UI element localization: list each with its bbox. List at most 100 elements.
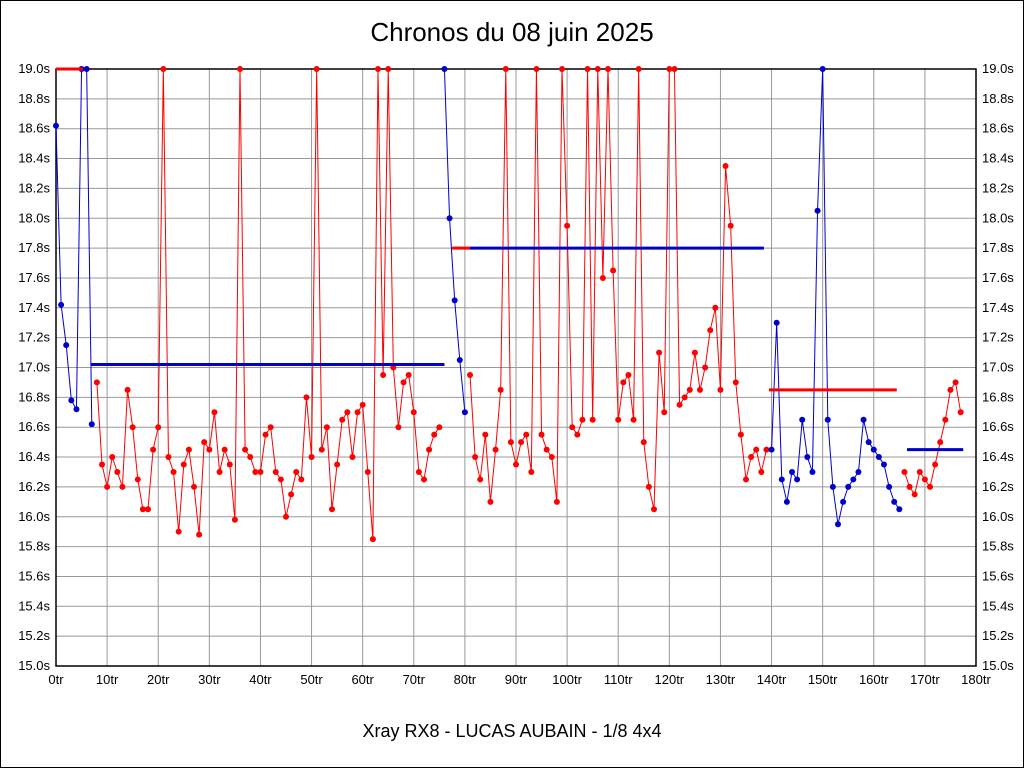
- data-point-run-1: [58, 301, 65, 308]
- data-point-run-2: [145, 506, 151, 513]
- data-point-run-6: [927, 483, 933, 490]
- data-point-run-4: [630, 416, 637, 423]
- data-point-run-5: [789, 468, 795, 475]
- data-point-run-2: [272, 468, 279, 475]
- data-point-run-4: [743, 476, 749, 483]
- y-axis-tick-label-left: 17.4s: [18, 300, 50, 315]
- data-point-run-2: [400, 379, 407, 386]
- x-axis-tick-label: 160tr: [859, 672, 889, 687]
- y-axis-tick-label-left: 18.8s: [18, 91, 50, 106]
- data-point-run-2: [303, 394, 310, 401]
- data-point-run-2: [369, 536, 376, 543]
- data-point-run-2: [104, 483, 111, 490]
- data-point-run-2: [231, 516, 238, 523]
- data-point-run-2: [283, 513, 289, 520]
- y-axis-tick-label-left: 15.6s: [18, 568, 50, 583]
- x-axis-tick-label: 10tr: [96, 672, 119, 687]
- data-point-run-4: [528, 468, 535, 475]
- y-axis-tick-label-right: 18.4s: [982, 151, 1014, 166]
- data-point-run-4: [763, 446, 770, 453]
- data-point-run-2: [334, 461, 341, 468]
- data-point-run-6: [901, 468, 908, 475]
- x-axis-tick-label: 40tr: [249, 672, 272, 687]
- data-point-run-5: [824, 416, 831, 423]
- data-point-run-4: [518, 439, 525, 446]
- y-axis-tick-label-left: 16.4s: [18, 449, 50, 464]
- x-axis-tick-label: 130tr: [706, 672, 736, 687]
- data-point-run-2: [415, 468, 422, 475]
- data-point-run-4: [513, 461, 519, 468]
- data-point-run-2: [109, 454, 116, 461]
- data-point-run-5: [783, 498, 790, 505]
- data-point-run-5: [799, 416, 806, 423]
- data-point-run-5: [850, 476, 857, 483]
- data-point-run-2: [247, 454, 254, 461]
- data-point-run-4: [727, 222, 734, 229]
- x-axis-tick-label: 70tr: [403, 672, 426, 687]
- data-point-run-2: [267, 424, 274, 431]
- data-point-run-5: [829, 483, 836, 490]
- data-point-run-4: [472, 454, 479, 461]
- data-point-run-5: [819, 66, 826, 72]
- data-point-run-2: [349, 454, 356, 461]
- data-point-run-2: [318, 446, 325, 453]
- data-point-run-4: [599, 274, 606, 281]
- data-point-run-4: [758, 468, 765, 475]
- data-point-run-4: [702, 364, 709, 371]
- data-point-run-6: [957, 409, 964, 416]
- x-axis-tick-label: 50tr: [300, 672, 323, 687]
- data-point-run-4: [661, 409, 668, 416]
- data-point-run-4: [589, 416, 596, 423]
- data-point-run-6: [921, 476, 928, 483]
- data-point-run-3: [451, 297, 458, 304]
- data-point-run-4: [717, 386, 724, 393]
- x-axis-tick-label: 20tr: [147, 672, 170, 687]
- data-point-run-2: [359, 401, 366, 408]
- x-axis-tick-label: 120tr: [655, 672, 685, 687]
- data-point-run-4: [559, 66, 565, 72]
- x-axis-tick-label: 90tr: [505, 672, 528, 687]
- x-axis-tick-label: 30tr: [198, 672, 221, 687]
- y-axis-tick-label-left: 18.6s: [18, 121, 50, 136]
- data-point-run-6: [932, 461, 939, 468]
- y-axis-tick-label-left: 15.4s: [18, 598, 50, 613]
- data-point-run-4: [538, 431, 545, 438]
- y-axis-tick-label-right: 15.6s: [982, 568, 1014, 583]
- y-axis-tick-label-right: 17.6s: [982, 270, 1014, 285]
- y-axis-tick-label-left: 17.8s: [18, 240, 50, 255]
- y-axis-tick-label-right: 15.2s: [982, 628, 1014, 643]
- data-point-run-4: [523, 431, 530, 438]
- y-axis-tick-label-right: 16.4s: [982, 449, 1014, 464]
- y-axis-tick-label-left: 16.0s: [18, 509, 50, 524]
- data-point-run-4: [584, 66, 591, 72]
- chart-title: Chronos du 08 juin 2025: [370, 17, 654, 47]
- y-axis-tick-label-right: 18.2s: [982, 180, 1014, 195]
- data-point-run-2: [216, 468, 223, 475]
- data-point-run-5: [881, 461, 887, 468]
- data-point-run-4: [579, 416, 586, 423]
- x-axis-tick-label: 180tr: [961, 672, 991, 687]
- data-point-run-4: [482, 431, 489, 438]
- y-axis-tick-label-left: 18.4s: [18, 151, 50, 166]
- data-point-run-6: [947, 386, 954, 393]
- y-axis-tick-label-left: 18.0s: [18, 210, 50, 225]
- data-point-run-5: [835, 521, 841, 528]
- data-point-run-4: [625, 371, 632, 378]
- data-point-run-4: [543, 446, 550, 453]
- y-axis-tick-label-right: 16.8s: [982, 389, 1014, 404]
- data-point-run-6: [916, 468, 923, 475]
- y-axis-tick-label-left: 16.2s: [18, 479, 50, 494]
- data-point-run-5: [870, 446, 877, 453]
- y-axis-tick-label-right: 17.2s: [982, 330, 1014, 345]
- x-axis-tick-label: 100tr: [552, 672, 582, 687]
- data-point-run-5: [778, 476, 785, 483]
- chart-caption: Xray RX8 - LUCAS AUBAIN - 1/8 4x4: [362, 721, 662, 741]
- data-point-run-5: [891, 498, 898, 505]
- data-point-run-4: [656, 349, 663, 356]
- data-point-run-2: [313, 66, 320, 72]
- data-point-run-2: [354, 409, 361, 416]
- data-point-run-2: [196, 531, 203, 538]
- data-point-run-5: [855, 468, 862, 475]
- data-point-run-2: [180, 461, 187, 468]
